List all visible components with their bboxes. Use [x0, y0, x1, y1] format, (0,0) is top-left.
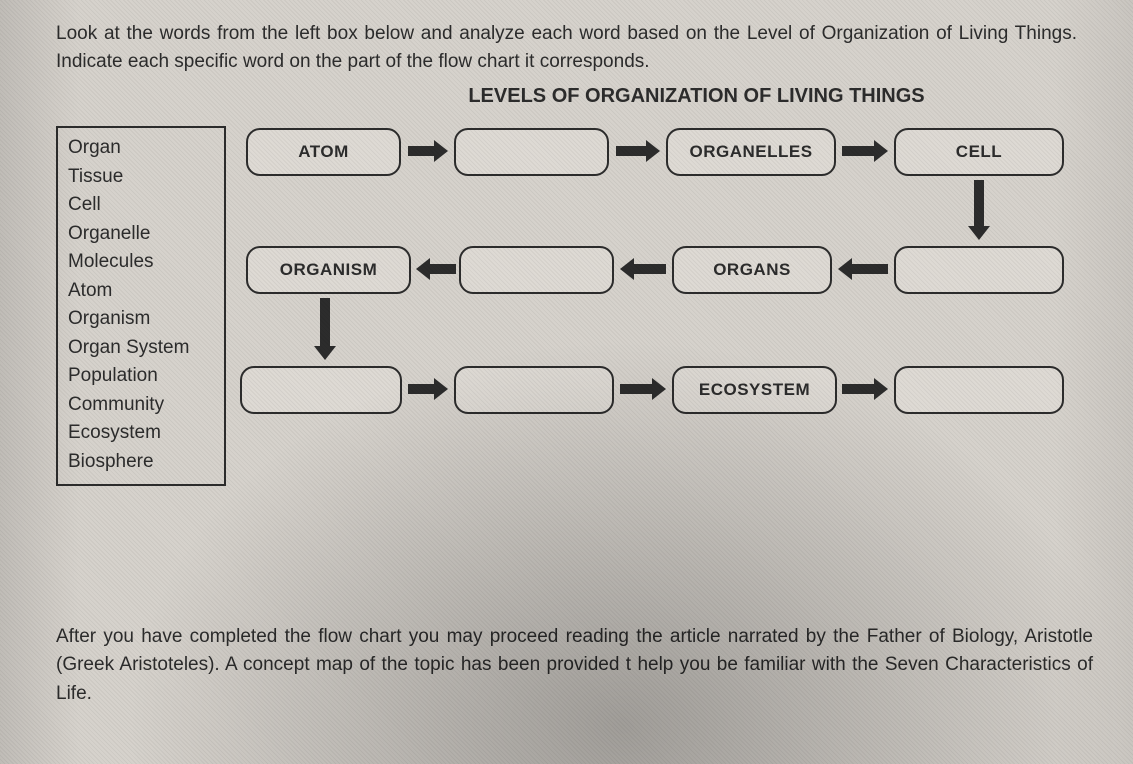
- word-bank-item: Organelle: [68, 220, 214, 249]
- node-organism: ORGANISM: [246, 246, 411, 294]
- arrow-left: [620, 258, 666, 280]
- arrow-right: [408, 140, 448, 162]
- word-bank-item: Organism: [68, 305, 214, 334]
- word-bank-item: Atom: [68, 277, 214, 306]
- node-blank: [894, 366, 1064, 414]
- node-blank: [454, 128, 609, 176]
- word-bank-item: Community: [68, 391, 214, 420]
- word-bank-item: Organ: [68, 134, 214, 163]
- arrow-down: [314, 298, 336, 360]
- word-bank-item: Biosphere: [68, 448, 214, 477]
- instructions-text: Look at the words from the left box belo…: [56, 20, 1077, 75]
- arrow-right: [620, 378, 666, 400]
- node-blank: [454, 366, 614, 414]
- node-cell: CELL: [894, 128, 1064, 176]
- word-bank-item: Tissue: [68, 163, 214, 192]
- node-ecosystem: ECOSYSTEM: [672, 366, 837, 414]
- arrow-left: [416, 258, 456, 280]
- arrow-right: [616, 140, 660, 162]
- node-blank: [894, 246, 1064, 294]
- node-organelles: ORGANELLES: [666, 128, 836, 176]
- diagram-title: LEVELS OF ORGANIZATION OF LIVING THINGS: [316, 85, 1077, 108]
- node-atom: ATOM: [246, 128, 401, 176]
- arrow-right: [842, 140, 888, 162]
- node-organs: ORGANS: [672, 246, 832, 294]
- node-blank: [459, 246, 614, 294]
- arrow-left: [838, 258, 888, 280]
- word-bank-item: Organ System: [68, 334, 214, 363]
- word-bank-item: Population: [68, 362, 214, 391]
- arrow-right: [842, 378, 888, 400]
- arrow-right: [408, 378, 448, 400]
- worksheet-page: Look at the words from the left box belo…: [0, 0, 1133, 764]
- diagram-area: OrganTissueCellOrganelleMoleculesAtomOrg…: [56, 126, 1076, 506]
- word-bank-box: OrganTissueCellOrganelleMoleculesAtomOrg…: [56, 126, 226, 486]
- word-bank-item: Molecules: [68, 248, 214, 277]
- word-bank-item: Cell: [68, 191, 214, 220]
- word-bank-item: Ecosystem: [68, 419, 214, 448]
- node-blank: [240, 366, 402, 414]
- arrow-down: [968, 180, 990, 240]
- footer-text: After you have completed the flow chart …: [56, 623, 1093, 709]
